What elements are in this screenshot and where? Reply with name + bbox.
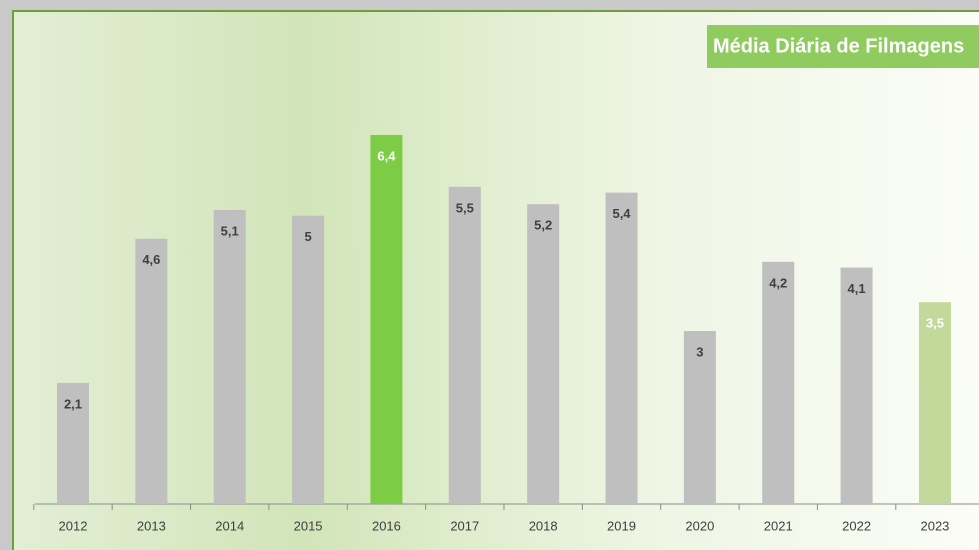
value-label: 3,5 <box>926 316 944 331</box>
value-label: 5,5 <box>456 200 474 215</box>
value-label: 5,1 <box>221 223 239 238</box>
x-tick-label: 2023 <box>920 518 949 533</box>
bar <box>918 302 951 504</box>
value-label: 4,2 <box>769 275 787 290</box>
value-label: 5 <box>304 229 311 244</box>
x-tick-label: 2012 <box>59 518 88 533</box>
bar <box>840 267 873 504</box>
x-tick-label: 2020 <box>685 518 714 533</box>
bar <box>683 331 716 504</box>
value-label: 2,1 <box>64 396 82 411</box>
x-tick-label: 2013 <box>137 518 166 533</box>
bar <box>370 134 403 504</box>
x-tick-label: 2022 <box>842 518 871 533</box>
x-tick-label: 2017 <box>450 518 479 533</box>
value-label: 5,4 <box>612 206 631 221</box>
bar <box>57 382 89 504</box>
bar <box>762 261 795 504</box>
bar <box>605 192 638 505</box>
x-tick-label: 2014 <box>215 518 244 533</box>
x-tick-label: 2019 <box>607 518 636 533</box>
x-tick-label: 2015 <box>294 518 323 533</box>
value-label: 5,2 <box>534 218 552 233</box>
value-label: 4,1 <box>848 281 866 296</box>
bar <box>213 209 246 504</box>
bar <box>527 204 560 504</box>
chart-panel <box>12 10 979 550</box>
chart-title: Média Diária de Filmagens <box>713 35 964 57</box>
bar <box>448 186 481 504</box>
title-box <box>707 25 979 68</box>
x-tick-label: 2016 <box>372 518 401 533</box>
bar <box>135 238 168 504</box>
value-label: 4,6 <box>142 252 160 267</box>
x-tick-label: 2021 <box>764 518 793 533</box>
x-tick-label: 2018 <box>529 518 558 533</box>
value-label: 3 <box>696 344 703 359</box>
bar <box>292 215 325 504</box>
value-label: 6,4 <box>377 148 396 163</box>
